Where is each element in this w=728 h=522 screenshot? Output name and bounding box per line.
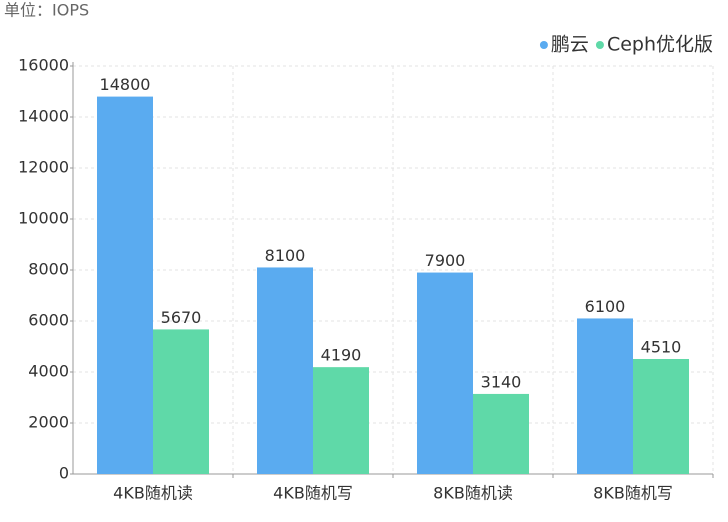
- chart-subtitle: 单位：IOPS: [4, 1, 89, 20]
- bar: [257, 267, 313, 474]
- x-tick-label: 8KB随机写: [593, 484, 673, 503]
- y-tick-label: 6000: [28, 311, 69, 330]
- legend-marker: [539, 41, 548, 49]
- bar: [153, 329, 209, 474]
- bar: [313, 367, 369, 474]
- y-tick-label: 12000: [18, 158, 69, 177]
- bar: [97, 96, 153, 474]
- x-tick-label: 4KB随机写: [273, 484, 353, 503]
- data-label: 8100: [265, 246, 306, 265]
- legend-label: Ceph优化版: [607, 34, 713, 56]
- y-tick-label: 0: [59, 464, 69, 483]
- legend-marker: [595, 41, 604, 49]
- x-tick-label: 4KB随机读: [113, 484, 193, 503]
- y-tick-label: 8000: [28, 260, 69, 279]
- data-label: 4190: [321, 346, 362, 365]
- bar: [473, 393, 529, 474]
- bar: [417, 272, 473, 474]
- data-label: 14800: [100, 75, 151, 94]
- bar: [633, 358, 689, 474]
- data-label: 5670: [161, 308, 202, 327]
- x-tick-label: 8KB随机读: [433, 484, 513, 503]
- bar: [577, 318, 633, 474]
- y-tick-label: 16000: [18, 56, 69, 75]
- y-tick-label: 4000: [28, 362, 69, 381]
- data-label: 7900: [425, 251, 466, 270]
- legend-label: 鹏云: [551, 34, 589, 56]
- data-label: 6100: [585, 297, 626, 316]
- y-tick-label: 14000: [18, 107, 69, 126]
- data-label: 4510: [641, 337, 682, 356]
- y-tick-label: 2000: [28, 413, 69, 432]
- y-tick-label: 10000: [18, 209, 69, 228]
- data-label: 3140: [481, 372, 522, 391]
